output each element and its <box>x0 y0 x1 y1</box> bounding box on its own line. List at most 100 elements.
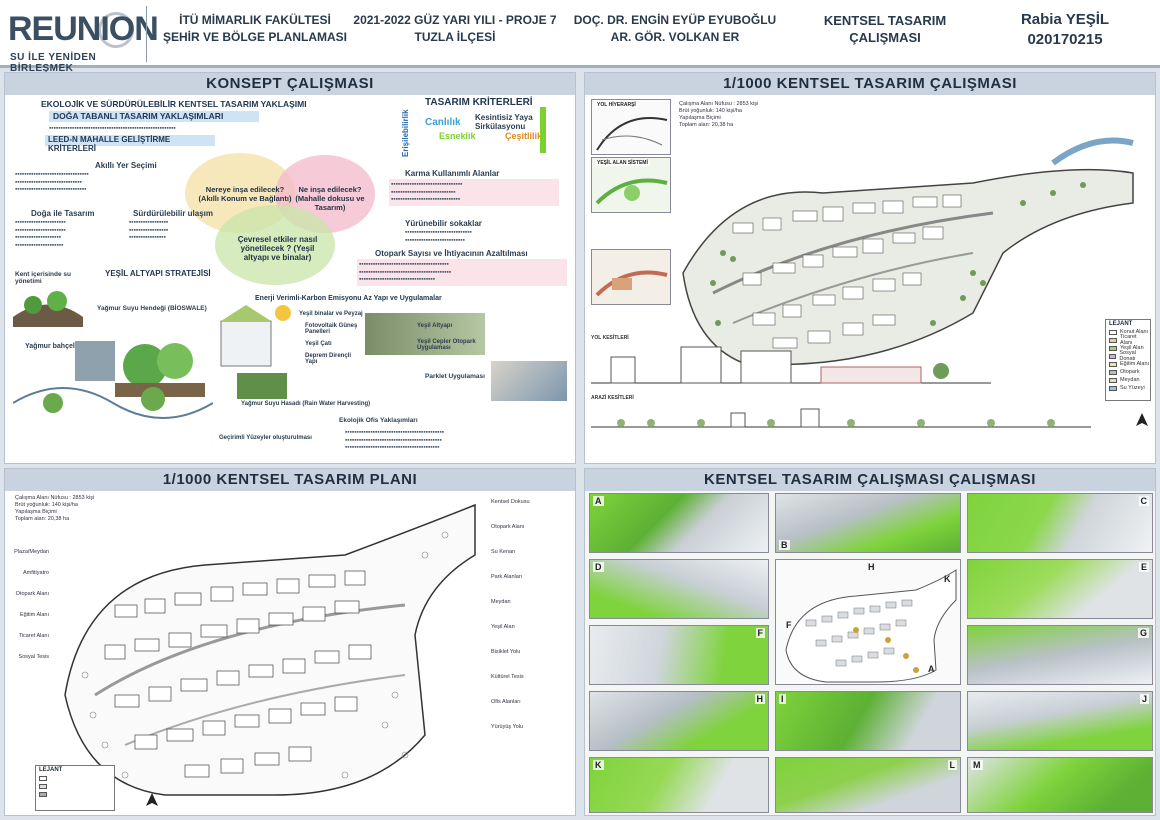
left-item-nature: Doğa ile Tasarım <box>31 209 95 218</box>
school-info: İTÜ MİMARLIK FAKÜLTESİ ŞEHİR VE BÖLGE PL… <box>150 12 360 46</box>
view-letter: C <box>1138 496 1149 506</box>
inset-road-hierarchy-label: YOL HİYERARŞİ <box>595 102 638 108</box>
plan-label: Amfitiyatro <box>23 570 49 576</box>
legend-label: Yeşil Alan <box>1120 345 1144 351</box>
label-bioswale: Yağmur Suyu Hendeği (BİOSWALE) <box>97 305 207 312</box>
view-letter: J <box>1139 694 1149 704</box>
legend-row <box>36 782 114 790</box>
label-green-pockets: Yeşil Cepler Otopark Uygulaması <box>417 339 476 351</box>
plan-label: Kentsel Dokusu <box>491 499 530 505</box>
plan-label: Sosyal Tesis <box>18 654 49 660</box>
legend-row <box>36 774 114 782</box>
view-g: G <box>967 625 1153 685</box>
right-item-mixed-use: Karma Kullanımlı Alanlar <box>405 169 500 178</box>
label-eco-office: Ekolojik Ofis Yaklaşımları <box>339 417 418 424</box>
view-letter: H <box>754 694 765 704</box>
view-letter: L <box>947 760 957 770</box>
label-rain-garden: Yağmur bahçeleri <box>25 343 84 350</box>
criteria-word-flexibility: Esneklik <box>439 131 476 141</box>
terrain-section-drawing <box>591 408 1091 428</box>
student-id: 020170215 <box>1027 31 1103 48</box>
concept-title: KONSEPT ÇALIŞMASI <box>5 73 575 95</box>
view-b: B <box>775 493 961 553</box>
mixed-use-text: ▪▪▪▪▪▪▪▪▪▪▪▪▪▪▪▪▪▪▪▪▪▪▪▪▪▪▪▪▪▪▪ ▪▪▪▪▪▪▪▪▪… <box>389 179 559 206</box>
concept-panel: KONSEPT ÇALIŞMASI EKOLOJİK VE SÜRDÜRÜLEB… <box>4 72 576 464</box>
question-what: Ne inşa edilecek? (Mahalle dokusu ve Tas… <box>295 185 365 212</box>
top-stat-population: Çalışma Alanı Nüfusu : 2853 kişi <box>679 101 759 107</box>
legend-label: Konut Alanı <box>1120 329 1149 335</box>
key-plan: H K F A <box>775 559 961 685</box>
view-d: D <box>589 559 769 619</box>
legend-label: Su Yüzeyi <box>1120 385 1145 391</box>
view-letter: I <box>779 694 786 704</box>
question-how: Çevresel etkiler nasıl yönetilecek ? (Ye… <box>237 235 318 262</box>
legend-row-commercial: Ticaret Alanı <box>1106 334 1150 346</box>
reunion-logo: REUNION SU İLE YENİDEN BİRLEŞMEK <box>6 6 159 74</box>
view-letter: E <box>1138 562 1149 572</box>
north-arrow-icon <box>146 793 158 806</box>
view-letter: A <box>593 496 604 506</box>
label-solar-panels: Fotovoltaik Güneş Panelleri <box>305 323 358 335</box>
key-letter-h: H <box>868 562 875 572</box>
plan-label: Plaza/Meydan <box>14 549 49 555</box>
top-stat-area: Toplam alan: 20,38 ha <box>679 122 734 128</box>
poster-header: REUNION SU İLE YENİDEN BİRLEŞMEK İTÜ MİM… <box>0 0 1160 74</box>
view-c: C <box>967 493 1153 553</box>
key-letter-k: K <box>944 574 951 584</box>
advisor-info: DOÇ. DR. ENGİN EYÜP EYUBOĞLU AR. GÖR. VO… <box>565 12 785 46</box>
criteria-word-liveliness: Canlılık <box>425 117 461 128</box>
top-stat-density: Brüt yoğunluk: 140 kişi/ha <box>679 108 742 114</box>
green-building-diagram <box>220 305 291 367</box>
inset-green-system-label: YEŞİL ALAN SİSTEMİ <box>595 160 650 166</box>
inset-land-use <box>591 249 671 305</box>
top-stats: Çalışma Alanı Nüfusu : 2853 kişi Brüt yo… <box>679 101 879 129</box>
plan-labels-right: Kentsel Dokusu Otopark Alanı Su Kenarı P… <box>491 499 571 731</box>
logo-tagline: SU İLE YENİDEN BİRLEŞMEK <box>10 52 97 74</box>
logo-word: REUNION <box>8 10 159 48</box>
view-letter: M <box>971 760 983 770</box>
advisor-line1: DOÇ. DR. ENGİN EYÜP EYUBOĞLU <box>573 13 777 27</box>
student-info: Rabia YEŞİL 020170215 <box>990 10 1140 50</box>
legend-row-square: Meydan <box>1106 376 1150 384</box>
bottom-plan-legend: LEJANT <box>35 765 115 811</box>
north-arrow-icon <box>1136 413 1148 426</box>
plan-label: Ticaret Alanı <box>18 633 49 639</box>
transport-text: ▪▪▪▪▪▪▪▪▪▪▪▪▪▪▪▪▪ ▪▪▪▪▪▪▪▪▪▪▪▪▪▪▪▪▪ ▪▪▪▪▪▪… <box>129 219 169 241</box>
view-letter: D <box>593 562 604 572</box>
left-item-siting: Akıllı Yer Seçimi <box>95 161 157 170</box>
label-green-buildings: Yeşil binalar ve Peyzaj <box>299 311 363 317</box>
legend-row-social: Sosyal Donatı <box>1106 350 1150 362</box>
legend-row-education: Eğitim Alanı <box>1106 360 1150 368</box>
bioswale-illustration <box>13 291 83 327</box>
plan-label: Eğitim Alanı <box>19 612 49 618</box>
perspective-views-title: KENTSEL TASARIM ÇALIŞMASI ÇALIŞMASI <box>585 469 1155 491</box>
view-k: K <box>589 757 769 813</box>
legend-label: Meydan <box>1120 377 1140 383</box>
view-m: M <box>967 757 1153 813</box>
top-legend-title: LEJANT <box>1109 321 1133 327</box>
plan-label: Otopark Alanı <box>15 591 49 597</box>
urban-design-plan-panel: 1/1000 KENTSEL TASARIM PLANI Çalışma Ala… <box>4 468 576 816</box>
urban-design-plan-title: 1/1000 KENTSEL TASARIM PLANI <box>5 469 575 491</box>
label-parklet: Parklet Uygulaması <box>425 373 485 380</box>
student-name: Rabia YEŞİL <box>1020 11 1110 28</box>
green-pocket-photo <box>365 313 485 355</box>
criteria-word-accessibility: Erişilebilirlik <box>401 109 410 157</box>
plan-label: Park Alanları <box>491 574 523 580</box>
label-green-roof: Yeşil Çatı <box>305 341 332 347</box>
view-letter: K <box>593 760 604 770</box>
right-item-walkable: Yürünebilir sokaklar <box>405 219 482 228</box>
legend-row-water: Su Yüzeyi <box>1106 384 1150 392</box>
label-earthquake: Deprem Dirençli Yapı <box>305 353 352 365</box>
plan-label: Ofis Alanları <box>491 699 521 705</box>
view-l: L <box>775 757 961 813</box>
water-cycle-diagram <box>13 387 213 419</box>
concept-heading-ecological: EKOLOJİK VE SÜRDÜRÜLEBİLİR KENTSEL TASAR… <box>41 99 307 109</box>
green-roof-photo <box>237 373 287 399</box>
key-plan-drawing <box>785 569 957 683</box>
site-plan-bottom <box>64 503 476 796</box>
label-green-infra: Yeşil Altyapı <box>417 323 453 329</box>
advisor-line2: AR. GÖR. VOLKAN ER <box>610 30 740 44</box>
criteria-bar <box>540 107 546 153</box>
inset-green-system: YEŞİL ALAN SİSTEMİ <box>591 157 671 213</box>
